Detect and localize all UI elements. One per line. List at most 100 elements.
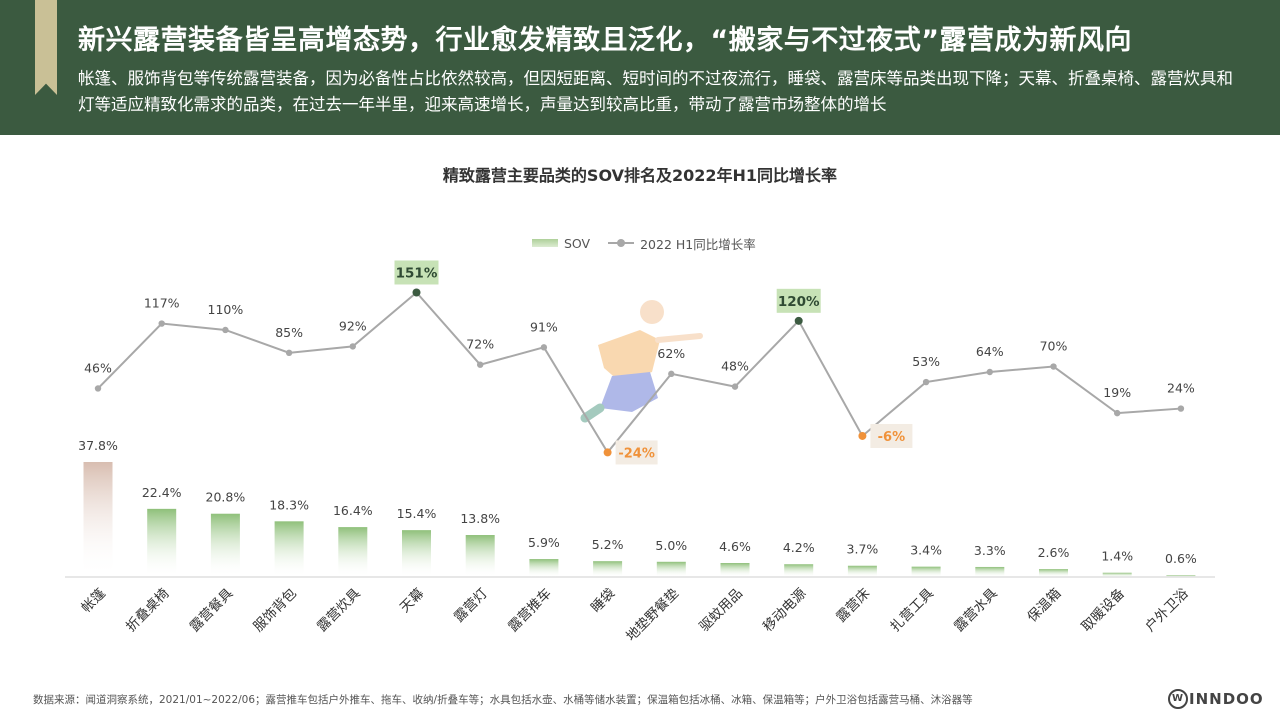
sov-bar — [83, 462, 113, 577]
illustration-head — [640, 300, 664, 324]
header-banner: 新兴露营装备皆呈高增态势，行业愈发精致且泛化，“搬家与不过夜式”露营成为新风向 … — [0, 0, 1280, 135]
category-label: 地垫野餐垫 — [623, 585, 682, 644]
growth-label: 24% — [1167, 381, 1195, 396]
sov-bar — [720, 563, 750, 577]
growth-point — [794, 316, 803, 325]
growth-point — [1177, 405, 1185, 412]
page-title: 新兴露营装备皆呈高增态势，行业愈发精致且泛化，“搬家与不过夜式”露营成为新风向 — [78, 25, 1132, 56]
legend-sov-swatch — [532, 239, 558, 247]
logo-mark-icon: W — [1168, 689, 1188, 709]
growth-point — [922, 378, 930, 386]
category-label: 睡袋 — [588, 585, 619, 616]
category-label: 保温箱 — [1024, 586, 1064, 626]
growth-label: 46% — [84, 360, 112, 375]
sov-bar — [1039, 569, 1068, 577]
growth-label: 92% — [339, 318, 367, 333]
growth-label: 117% — [144, 296, 180, 311]
growth-line-labels: 46% 117% 110% 85% 92% 151% 72% 91% -24% 62% 48% 120… — [84, 260, 1195, 465]
growth-point — [540, 344, 548, 351]
sov-bar — [529, 559, 559, 577]
growth-label-highlight-bg — [776, 288, 821, 313]
category-label: 户外卫浴 — [1142, 584, 1193, 635]
page-subtitle: 帐篷、服饰背包等传统露营装备，因为必备性占比依然较高，但因短距离、短时间的不过夜… — [78, 69, 1233, 114]
growth-point — [1050, 363, 1057, 370]
category-label: 取暖设备 — [1078, 584, 1129, 635]
data-source-note: 数据来源：闻道洞察系统，2021/01~2022/06；露营推车包括户外推车、拖… — [33, 694, 973, 706]
sov-bar — [911, 566, 941, 577]
category-label: 露营餐具 — [187, 586, 236, 635]
growth-label: -24% — [618, 446, 655, 461]
growth-point — [285, 349, 293, 357]
sov-bar-label: 22.4% — [142, 485, 182, 500]
growth-label: 53% — [912, 354, 940, 369]
growth-point — [986, 368, 993, 376]
growth-label-highlight-bg — [394, 260, 439, 285]
category-label: 帐篷 — [78, 585, 109, 616]
category-label: 露营床 — [833, 585, 873, 625]
sov-bar — [784, 564, 814, 577]
growth-label: 110% — [208, 302, 244, 317]
growth-point — [412, 288, 421, 297]
sov-bar-label: 5.9% — [528, 535, 560, 550]
growth-line — [97, 291, 1181, 455]
growth-label: 85% — [275, 325, 303, 340]
sov-bar-labels: 37.8% 22.4% 20.8% 18.3% 16.4% 15.4% 13.8% 5.9% 5… — [78, 438, 1197, 566]
growth-point — [668, 370, 675, 378]
legend-sov-label: SOV — [564, 235, 591, 251]
sov-bar-label: 1.4% — [1101, 549, 1133, 564]
sov-bar-label: 3.7% — [847, 542, 879, 557]
growth-line-series — [94, 288, 1185, 457]
category-label: 折叠桌椅 — [123, 586, 172, 635]
growth-label: 151% — [396, 265, 438, 281]
sov-bar-label: 5.2% — [592, 537, 624, 552]
sov-bar-label: 5.0% — [655, 538, 687, 553]
growth-label: 70% — [1040, 339, 1068, 354]
sov-bar-label: 15.4% — [397, 506, 437, 521]
growth-point — [94, 385, 102, 392]
sov-bar-label: 16.4% — [333, 503, 373, 518]
illustration-shoe — [580, 403, 605, 423]
growth-point — [603, 448, 612, 457]
category-label: 露营灯 — [451, 586, 491, 626]
sov-bars — [83, 462, 1196, 577]
growth-point — [222, 326, 229, 334]
sov-bar-label: 0.6% — [1165, 551, 1197, 566]
category-label: 扎营工具 — [887, 586, 936, 635]
sov-bar-label: 3.3% — [974, 543, 1006, 558]
category-label: 露营推车 — [505, 585, 555, 635]
illustration-arm — [655, 333, 703, 343]
growth-point — [1114, 409, 1121, 417]
sov-bar-label: 37.8% — [78, 438, 118, 453]
sov-bar-label: 3.4% — [910, 543, 942, 558]
growth-point — [477, 361, 484, 368]
category-tick-labels: 帐篷 折叠桌椅 露营餐具 服饰背包 露营炊具 天幕 露营灯 露营推车 睡袋 地垫野餐垫 驱蚊用品 移动… — [78, 584, 1192, 644]
category-label: 服饰背包 — [250, 586, 299, 635]
sov-bar-label: 18.3% — [269, 497, 309, 512]
category-label: 移动电源 — [760, 585, 810, 635]
growth-label: 19% — [1103, 385, 1131, 400]
sov-bar — [402, 530, 431, 577]
brand-logo: W INNDOO — [1168, 688, 1264, 710]
sov-bar — [274, 521, 304, 577]
growth-label: -6% — [878, 430, 905, 445]
category-label: 露营水具 — [951, 586, 1000, 635]
growth-point — [158, 320, 165, 327]
growth-label: 91% — [530, 319, 558, 334]
illustration-torso — [598, 330, 660, 382]
chart-title: 精致露营主要品类的SOV排名及2022年H1同比增长率 — [442, 166, 838, 185]
sov-bar — [593, 561, 623, 577]
sov-bar-label: 2.6% — [1038, 545, 1070, 560]
growth-point — [858, 431, 867, 440]
sov-bar — [656, 561, 686, 577]
jumping-person-illustration — [580, 300, 703, 423]
category-label: 露营炊具 — [314, 586, 363, 635]
sov-bar-label: 13.8% — [460, 511, 500, 526]
bookmark-ribbon — [35, 0, 57, 95]
sov-bar-label: 4.6% — [719, 539, 751, 554]
growth-label-highlight-bg — [615, 440, 658, 465]
chart-legend: SOV 2022 H1同比增长率 — [532, 233, 756, 253]
sov-bar — [1166, 575, 1196, 577]
legend-growth-label: 2022 H1同比增长率 — [640, 236, 756, 252]
category-label: 驱蚊用品 — [696, 586, 745, 635]
